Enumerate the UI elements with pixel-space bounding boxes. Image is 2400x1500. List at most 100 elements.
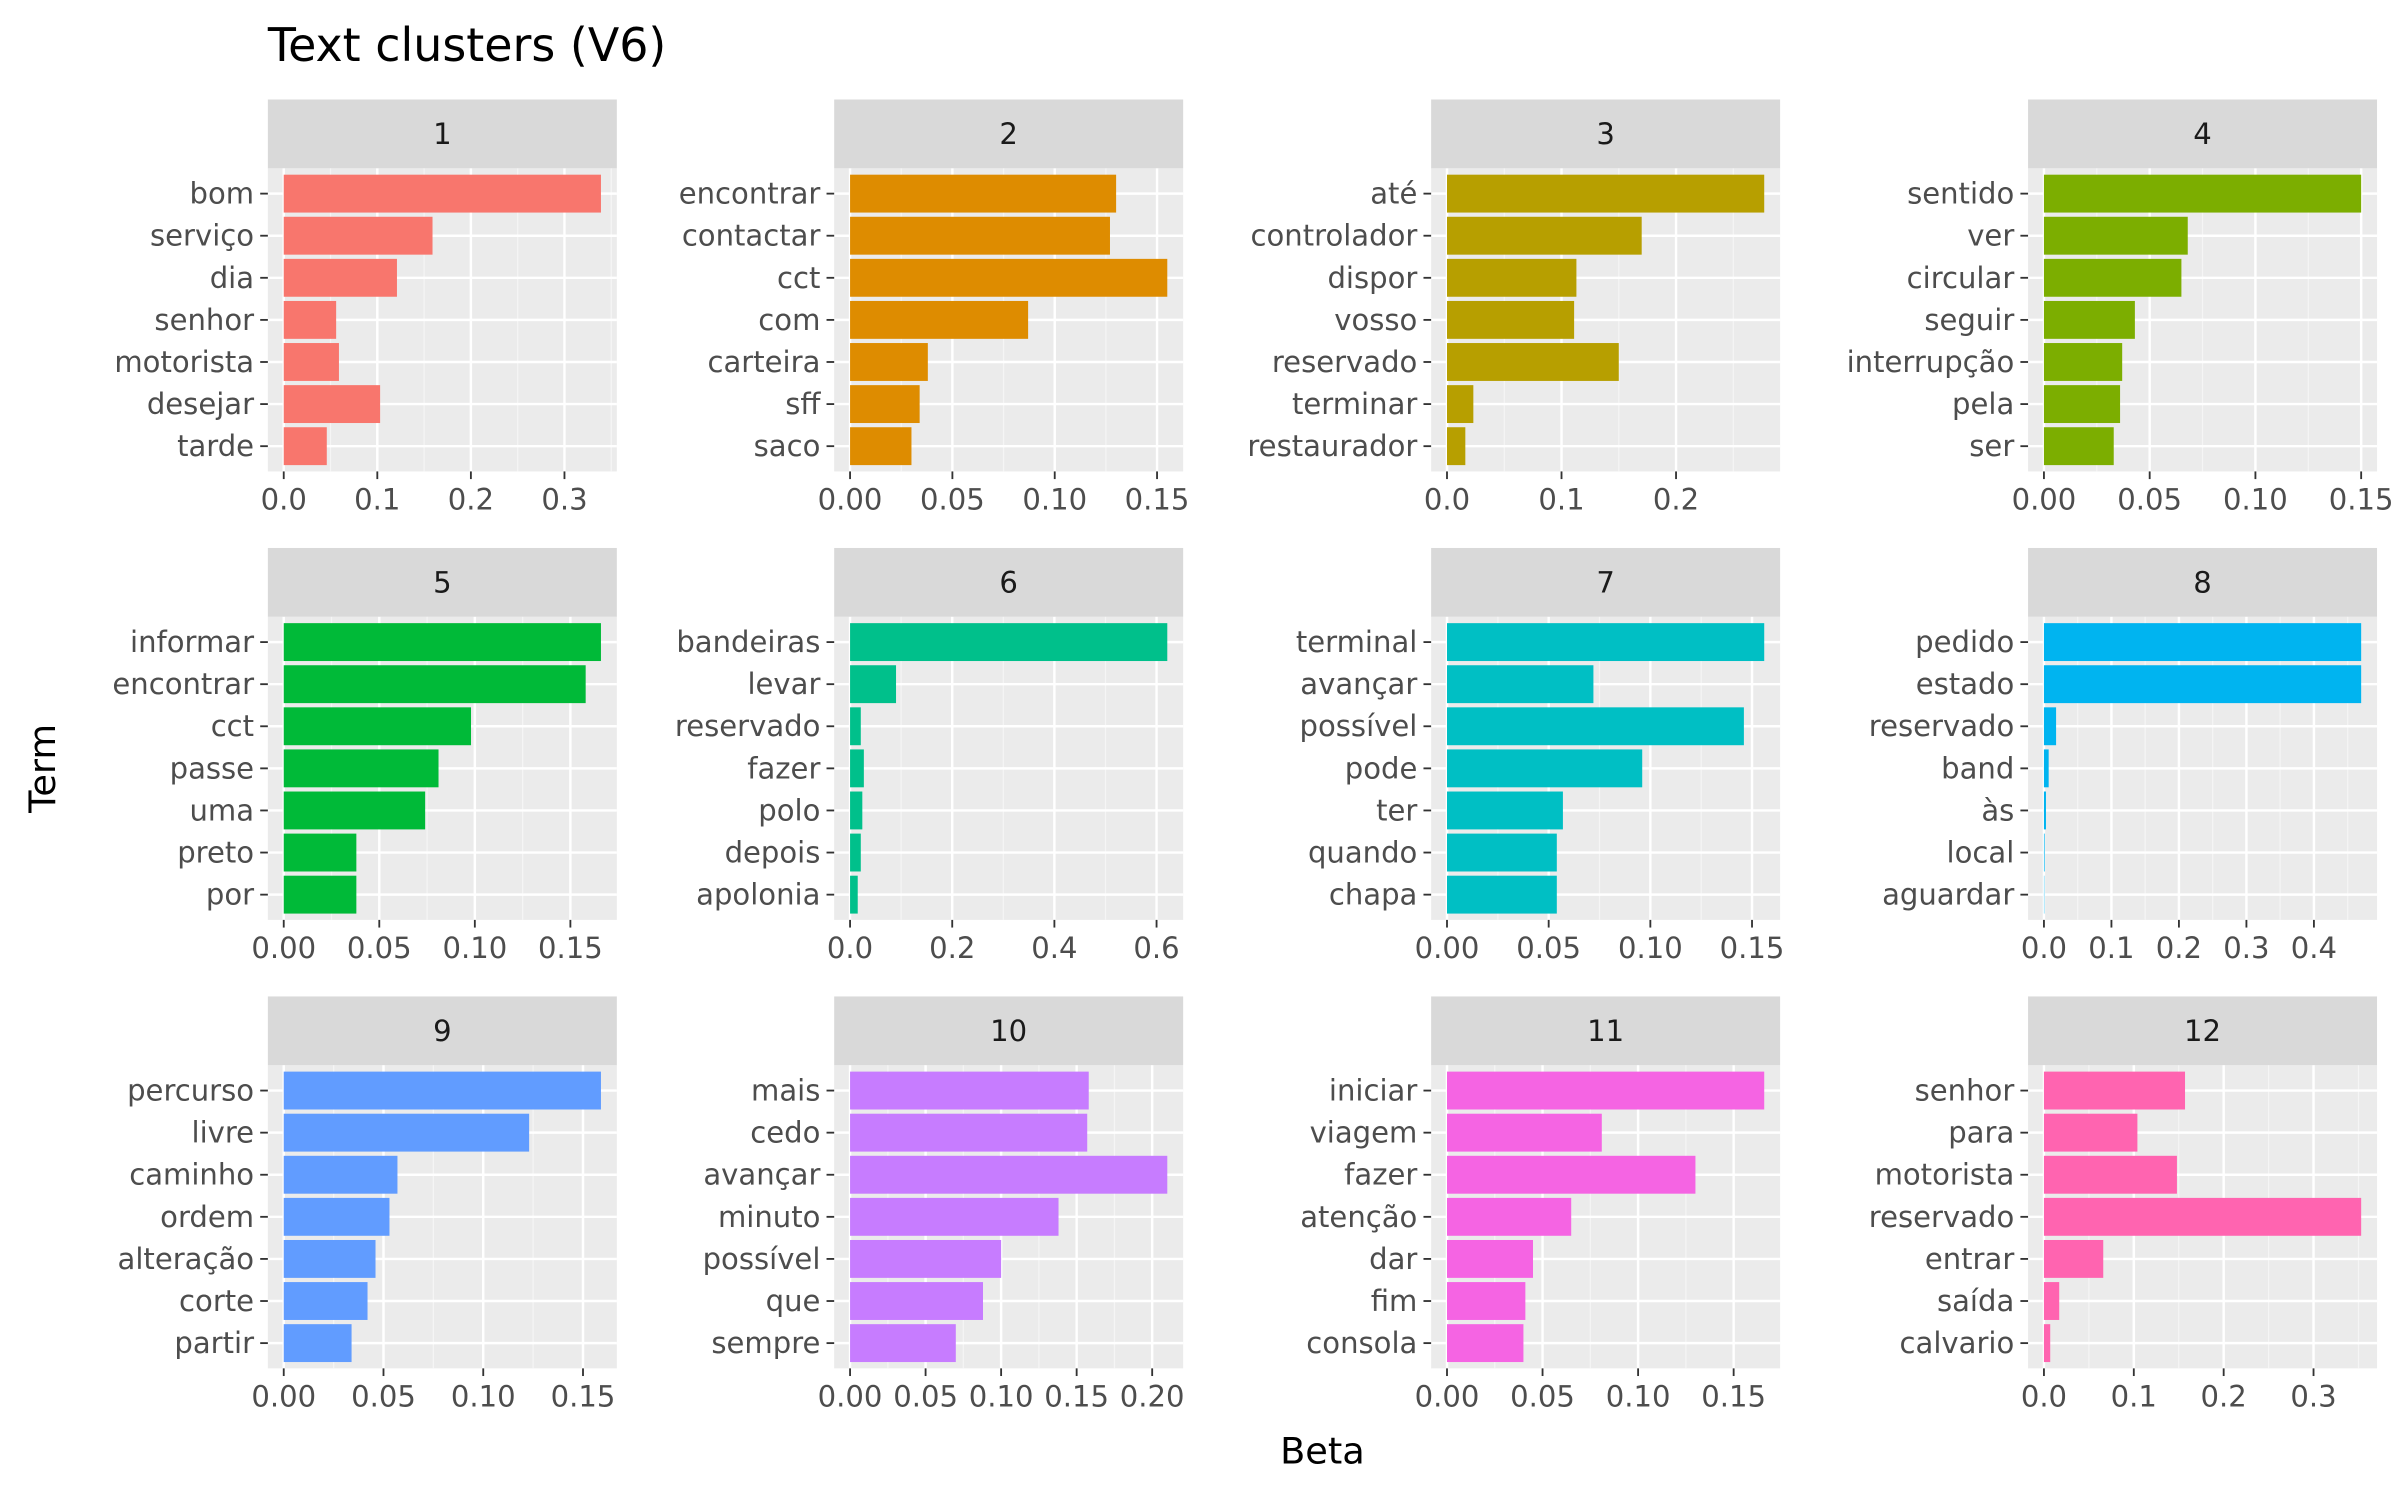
y-tick-label: sentido [1907,177,2014,211]
x-tick-label: 0.00 [251,1380,316,1414]
y-tick-label: atenção [1300,1200,1417,1234]
bar-corte [283,1282,368,1320]
y-tick-label: iniciar [1329,1074,1417,1108]
bar-fim [1447,1282,1526,1320]
y-axis-title: Term [21,724,64,814]
y-tick-label: avançar [1300,667,1417,701]
x-tick-label: 0.0 [2021,1380,2067,1414]
bar-senhor [283,300,337,339]
facet-strip-label: 12 [2184,1014,2221,1048]
facet-panel-5: 5 0.00 0.05 0.10 0.15 informar encontrar cct pas… [112,547,617,965]
x-tick-label: 0.05 [1516,931,1581,965]
y-tick-label: para [1948,1116,2014,1150]
y-tick-label: quando [1308,836,1417,870]
y-tick-label: vosso [1334,303,1417,337]
y-tick-label: senhor [1915,1074,2015,1108]
bar-sff [850,385,920,424]
facet-strip [2028,996,2378,1066]
y-tick-label: livre [192,1116,255,1150]
y-tick-label: interrupção [1847,345,2015,379]
y-tick-label: caminho [129,1158,254,1192]
y-tick-label: até [1370,177,1417,211]
x-tick-label: 0.00 [818,1380,883,1414]
x-tick-label: 0.00 [1415,931,1480,965]
bar-minuto [850,1197,1059,1236]
y-tick-label: controlador [1251,219,1418,253]
bar-informar [283,623,601,662]
x-tick-label: 0.15 [551,1380,616,1414]
bar-seguir [2043,300,2135,339]
x-tick-label: 0.1 [2088,931,2134,965]
facet-panel-6: 6 0.0 0.2 0.4 0.6 bandeiras levar reservado faze… [675,547,1184,965]
x-tick-label: 0.0 [261,483,307,517]
facet-strip-label: 2 [999,117,1018,151]
facet-strip-label: 7 [1596,565,1615,599]
x-tick-label: 0.15 [1044,1380,1109,1414]
bar-dia [283,258,397,297]
y-tick-label: às [1981,793,2014,827]
y-tick-label: ter [1376,793,1417,827]
chart-title: Text clusters (V6) [267,18,667,72]
bar-avançar [850,1155,1168,1194]
y-tick-label: saída [1937,1284,2014,1318]
x-tick-label: 0.4 [1031,931,1077,965]
x-tick-label: 0.20 [1120,1380,1185,1414]
y-tick-label: encontrar [112,667,254,701]
bar-tarde [283,427,327,466]
y-tick-label: ver [1967,219,2014,253]
facet-strip-label: 4 [2193,117,2212,151]
y-tick-label: polo [758,793,820,827]
x-tick-label: 0.05 [920,483,985,517]
y-tick-label: local [1947,836,2015,870]
y-tick-label: sempre [711,1326,820,1360]
y-tick-label: restaurador [1247,429,1417,463]
bar-possível [850,1239,1002,1278]
y-tick-label: cct [777,261,820,295]
y-tick-label: dia [210,261,254,295]
y-tick-label: sff [785,387,821,421]
facet-panel-4: 4 0.00 0.05 0.10 0.15 sentido ver circular segui… [1847,99,2394,517]
bar-fazer [1447,1155,1696,1194]
y-tick-label: chapa [1329,878,1418,912]
y-tick-label: que [766,1284,821,1318]
y-tick-label: consola [1306,1326,1417,1360]
bar-às [2043,791,2046,830]
facet-panel-2: 2 0.00 0.05 0.10 0.15 encontrar contactar cct co… [679,99,1189,517]
x-tick-label: 0.3 [2290,1380,2336,1414]
bar-pode [1447,749,1643,788]
y-tick-label: partir [174,1326,254,1360]
bar-fazer [850,749,864,788]
y-tick-label: minuto [718,1200,820,1234]
bar-saída [2043,1282,2060,1320]
facet-strip [1431,99,1781,169]
y-tick-label: reservado [675,709,820,743]
bar-senhor [2043,1071,2186,1110]
x-tick-label: 0.15 [1720,931,1785,965]
y-tick-label: fim [1371,1284,1418,1318]
bar-polo [850,791,863,830]
y-tick-label: band [1941,751,2014,785]
facet-strip-label: 6 [999,565,1018,599]
bar-cct [283,707,472,746]
y-tick-label: terminar [1292,387,1417,421]
x-tick-label: 0.05 [893,1380,958,1414]
y-tick-label: reservado [1869,1200,2014,1234]
x-tick-label: 0.0 [827,931,873,965]
y-tick-label: dar [1369,1242,1417,1276]
y-tick-label: bom [190,177,255,211]
facet-strip [1431,547,1781,617]
y-tick-label: aguardar [1882,878,2014,912]
bar-terminal [1447,623,1765,662]
bar-passe [283,749,439,788]
y-tick-label: motorista [1875,1158,2015,1192]
bar-encontrar [283,665,586,704]
y-tick-label: por [206,878,254,912]
y-tick-label: encontrar [679,177,821,211]
facet-strip-label: 3 [1596,117,1615,151]
x-tick-label: 0.1 [2111,1380,2157,1414]
bar-band [2043,749,2049,788]
bar-circular [2043,258,2182,297]
bar-ter [1447,791,1563,830]
y-tick-label: seguir [1924,303,2014,337]
x-tick-label: 0.3 [541,483,587,517]
